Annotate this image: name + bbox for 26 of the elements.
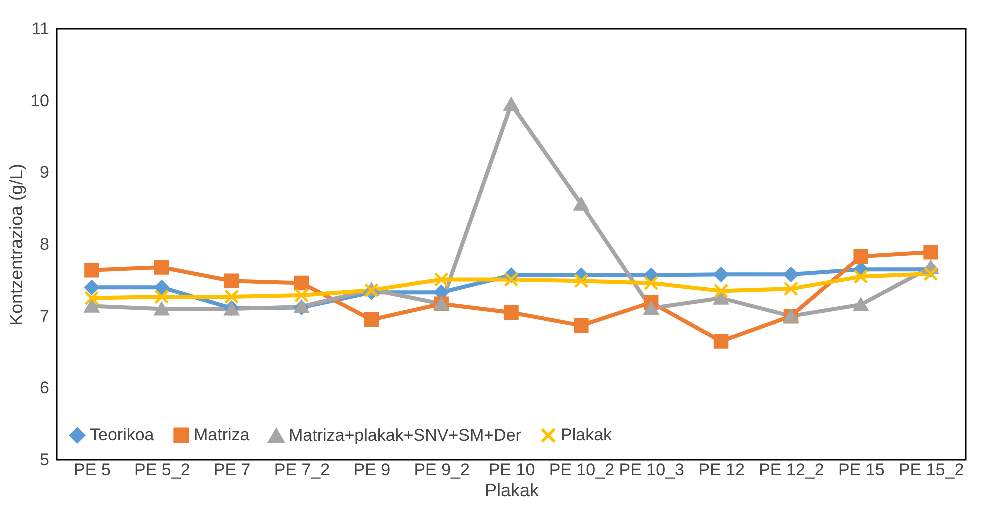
- y-tick-label: 11: [32, 20, 50, 38]
- x-tick-label: PE 10: [488, 460, 536, 480]
- legend-label: Matriza: [194, 426, 250, 445]
- y-axis-title: Kontzentrazioa (g/L): [6, 164, 27, 326]
- y-tick-label: 9: [40, 163, 50, 182]
- x-tick-label: PE 7: [214, 460, 251, 480]
- x-tick-label: PE 7_2: [274, 460, 330, 480]
- x-tick-label: PE 15_2: [898, 460, 964, 480]
- legend-label: Matriza+plakak+SNV+SM+Der: [289, 426, 522, 446]
- x-tick-label: PE 10_2: [549, 460, 615, 480]
- x-tick-label: PE 9_2: [414, 460, 470, 480]
- x-tick-label: PE 10_3: [619, 460, 684, 480]
- x-tick-label: PE 12: [698, 460, 745, 480]
- y-tick-label: 6: [40, 378, 50, 398]
- x-tick-label: PE 5_2: [134, 460, 190, 480]
- x-tick-label: PE 12_2: [759, 460, 824, 480]
- legend-label: Plakak: [561, 426, 613, 445]
- y-tick-label: 5: [40, 450, 50, 470]
- y-tick-label: 7: [40, 306, 50, 326]
- y-tick-label: 8: [40, 235, 50, 254]
- x-tick-label: PE 9: [354, 460, 391, 480]
- x-tick-label: PE 15: [838, 460, 885, 480]
- x-axis-title: Plakak: [484, 480, 540, 500]
- x-tick-label: PE 5: [74, 460, 111, 480]
- y-tick-label: 10: [30, 91, 50, 110]
- legend-label: Teorikoa: [90, 426, 155, 445]
